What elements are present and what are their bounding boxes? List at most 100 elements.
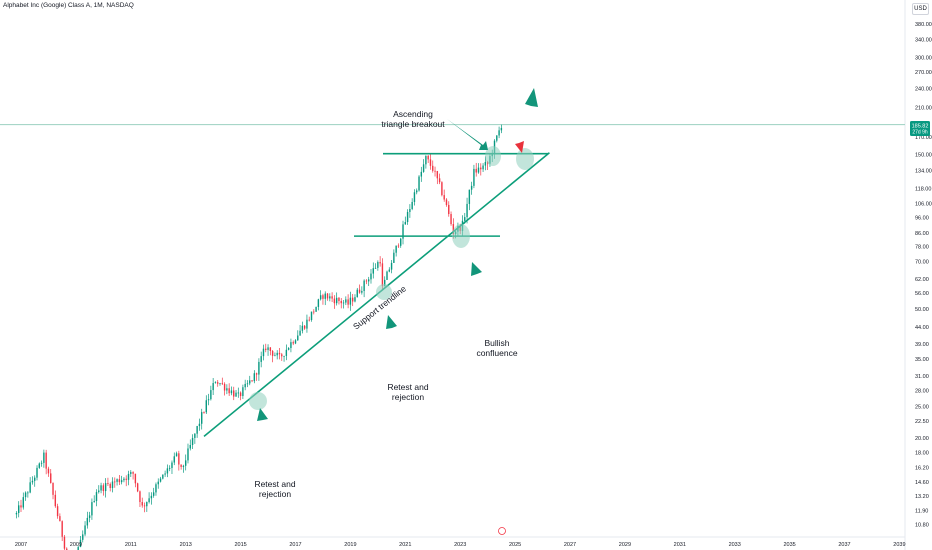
- candle-body: [358, 289, 361, 293]
- price-tick-label: 270.00: [915, 70, 932, 76]
- price-tick-label: 11.90: [915, 509, 928, 515]
- candle-body: [56, 506, 59, 517]
- time-tick-label: 2007: [15, 542, 27, 548]
- candle-body: [436, 171, 439, 179]
- drawings-group: Support trendline: [203, 88, 550, 472]
- candle-body: [178, 453, 180, 465]
- candle-body: [409, 209, 411, 213]
- candle-body: [63, 536, 66, 549]
- currency-label[interactable]: USD: [912, 3, 929, 15]
- candle-body: [233, 390, 235, 397]
- highlight-circle-retest-2015: [249, 392, 267, 410]
- candle-body: [171, 462, 173, 468]
- candle-body: [468, 189, 471, 204]
- price-tick-label: 14.60: [915, 480, 929, 486]
- price-tick-label: 380.00: [915, 22, 932, 28]
- candle-body: [203, 412, 205, 413]
- candle-body: [258, 361, 260, 375]
- candle-body: [432, 165, 434, 171]
- candle-body: [143, 505, 146, 507]
- candle-body: [34, 477, 36, 481]
- candle-body: [242, 387, 244, 396]
- price-tick-label: 150.00: [915, 153, 932, 159]
- time-tick-label: 2035: [783, 542, 795, 548]
- candle-body: [134, 473, 137, 484]
- candle-body: [130, 472, 132, 474]
- highlight-circle-retest-2020: [376, 284, 392, 300]
- candle-body: [214, 382, 217, 384]
- candle-body: [198, 423, 201, 427]
- candle-body: [40, 462, 43, 464]
- candle-body: [155, 484, 157, 493]
- candle-body: [164, 473, 166, 475]
- candle-body: [306, 319, 308, 329]
- candle-body: [235, 392, 237, 397]
- arrow-bullish-confluence: [471, 262, 491, 332]
- candle-body: [354, 297, 356, 302]
- candle-body: [249, 380, 251, 384]
- candle-body: [290, 342, 292, 349]
- candle-body: [82, 534, 84, 540]
- arrow-pullback-red: [511, 124, 524, 153]
- price-badge-countdown: 27d 9h: [912, 130, 928, 136]
- candle-body: [191, 437, 194, 446]
- candle-body: [84, 525, 86, 535]
- candle-body: [363, 280, 365, 291]
- candle-body: [496, 135, 498, 141]
- candle-body: [217, 382, 219, 384]
- candle-body: [43, 452, 45, 463]
- time-tick-label: 2009: [70, 542, 82, 548]
- candle-body: [498, 130, 500, 136]
- candle-body: [182, 465, 185, 467]
- candle-body: [239, 392, 242, 396]
- candle-body: [201, 412, 203, 424]
- candle-body: [100, 485, 102, 491]
- candle-body: [422, 164, 425, 172]
- candle-body: [79, 539, 82, 548]
- candle-body: [150, 495, 153, 499]
- candle-body: [228, 388, 230, 394]
- candle-body: [411, 201, 413, 210]
- candle-body: [267, 347, 269, 350]
- candle-body: [370, 273, 372, 280]
- candle-body: [157, 481, 159, 485]
- arrow-projection-up: [523, 88, 538, 151]
- candle-body: [230, 390, 233, 394]
- bullish-label-line1: Bullish: [484, 338, 509, 348]
- price-tick-label: 210.00: [915, 105, 932, 111]
- candle-body: [464, 217, 466, 221]
- candle-body: [500, 127, 503, 131]
- candle-body: [173, 456, 175, 463]
- candle-body: [294, 340, 297, 344]
- candle-body: [221, 383, 224, 385]
- candle-body: [384, 279, 386, 287]
- price-tick-label: 13.20: [915, 494, 929, 500]
- price-tick-label: 78.00: [915, 245, 929, 251]
- candle-body: [390, 262, 393, 270]
- candle-body: [470, 185, 473, 190]
- candle-body: [466, 203, 468, 218]
- candle-body: [244, 383, 246, 388]
- candle-body: [125, 478, 127, 480]
- candle-body: [271, 350, 274, 356]
- candle-body: [377, 262, 379, 268]
- time-axis[interactable]: 2007 2009 2011 2013 2015 2017 2019 2021 2023 2025…: [15, 542, 906, 548]
- earnings-marker[interactable]: [498, 527, 506, 535]
- annotation-labels: Ascending triangle breakout Bullish conf…: [254, 109, 517, 499]
- candle-body: [413, 192, 416, 202]
- chart-title: Alphabet Inc (Google) Class A, 1M, NASDA…: [3, 2, 134, 9]
- candle-body: [335, 297, 338, 304]
- candle-body: [18, 505, 20, 513]
- price-tick-label: 10.80: [915, 522, 929, 528]
- candle-body: [180, 464, 182, 467]
- candle-body: [361, 290, 363, 293]
- candle-body: [212, 383, 214, 391]
- price-tick-label: 240.00: [915, 87, 932, 93]
- highlight-circle-bullish-confluence: [452, 224, 470, 248]
- time-tick-label: 2039: [893, 542, 905, 548]
- price-axis[interactable]: 380.00 340.00 300.00 270.00 240.00 210.00 170.…: [915, 22, 932, 528]
- candle-body: [29, 482, 31, 493]
- candle-body: [365, 280, 368, 282]
- earnings-marker-icon[interactable]: [498, 527, 506, 535]
